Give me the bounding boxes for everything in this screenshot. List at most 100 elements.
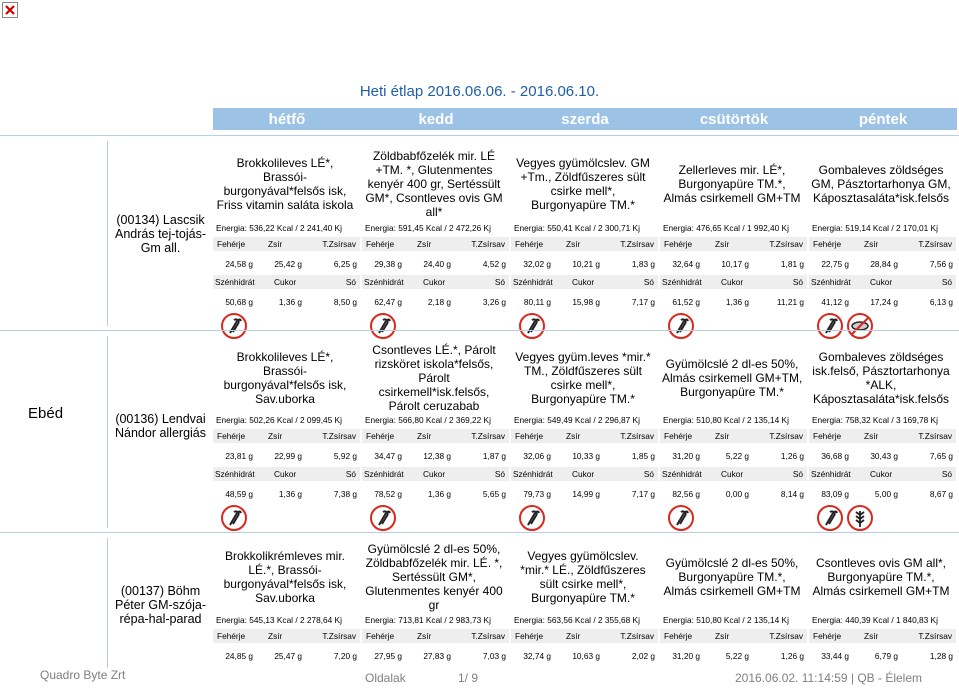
close-icon <box>5 5 15 15</box>
nutrient-label: T.Zsírsav <box>769 631 803 641</box>
nutrient-label: Cukor <box>274 277 297 287</box>
nutrient-value: 8,67 g <box>929 489 953 499</box>
dish-line: Almás csirkemell GM+TM <box>812 583 950 598</box>
section-divider <box>0 135 959 136</box>
energy-value: Energia: 440,39 Kcal / 1 840,83 Kj <box>812 615 938 625</box>
nutrient-header-bg <box>213 467 360 481</box>
menu-name-line: répa-hal-parad <box>119 612 202 626</box>
nutrient-label: Fehérje <box>664 431 693 441</box>
nutrient-header-bg <box>660 275 807 289</box>
energy-value: Energia: 563,56 Kcal / 2 355,68 Kj <box>514 615 640 625</box>
menu-name-line: András tej-tojás- <box>114 227 206 241</box>
nutrient-header-bg <box>809 237 956 251</box>
nutrient-value: 7,17 g <box>631 297 655 307</box>
nutrient-value: 1,26 g <box>780 451 804 461</box>
nutrient-value: 7,17 g <box>631 489 655 499</box>
nutrient-value: 7,38 g <box>333 489 357 499</box>
nutrient-value: 27,83 g <box>423 651 451 661</box>
nutrient-value: 3,26 g <box>482 297 506 307</box>
dish-line: Sertéssült GM*, <box>391 569 477 584</box>
dish-line: Gyümölcslé 2 dl-es 50%, <box>665 356 799 371</box>
nutrient-label: Só <box>792 277 803 287</box>
dish-description: Gombaleves zöldséges GM, Pásztortarhonya … <box>811 163 951 205</box>
nutrient-value: 5,22 g <box>725 651 749 661</box>
meal-label: Ebéd <box>28 405 64 422</box>
dish-line: *ALK, <box>865 377 897 392</box>
celery-icon <box>668 313 694 339</box>
nutrient-value: 15,98 g <box>572 297 600 307</box>
dish-line: Vegyes gyümölcslev. GM <box>516 156 650 170</box>
nutrient-label: Szénhidrát <box>662 469 702 479</box>
nutrient-header-bg <box>809 629 956 643</box>
celery-icon <box>221 505 247 531</box>
nutrient-value: 10,21 g <box>572 259 600 269</box>
dish-description: Zellerleves mir. LÉ*, Burgonyapüre TM.*, A… <box>662 163 802 205</box>
celery-icon <box>370 313 396 339</box>
menu-name-line: (00137) Böhm <box>120 584 201 598</box>
nutrient-label: Zsír <box>715 631 730 641</box>
nutrient-label: Fehérje <box>217 239 246 249</box>
nutrient-label: Fehérje <box>515 631 544 641</box>
nutrient-label: T.Zsírsav <box>471 631 505 641</box>
energy-value: Energia: 536,22 Kcal / 2 241,40 Kj <box>216 223 342 233</box>
nutrient-label: Cukor <box>870 277 893 287</box>
nutrient-value: 48,59 g <box>225 489 253 499</box>
nutrient-value: 78,52 g <box>374 489 402 499</box>
nutrient-label: Szénhidrát <box>811 277 851 287</box>
celery-icon <box>519 505 545 531</box>
nutrient-header-bg <box>660 629 807 643</box>
nutrient-label: T.Zsírsav <box>322 239 356 249</box>
energy-value: Energia: 545,13 Kcal / 2 278,64 Kj <box>216 615 342 625</box>
dish-line: Burgonyapüre TM.* <box>531 590 635 605</box>
nutrient-value: 12,38 g <box>423 451 451 461</box>
dish-line: Burgonyapüre TM.*, <box>678 177 786 191</box>
close-button[interactable] <box>2 2 18 18</box>
nutrient-value: 29,38 g <box>374 259 402 269</box>
nutrient-label: Cukor <box>423 277 446 287</box>
menu-name: (00137) Böhm Péter GM-szója-répa-hal-para… <box>108 584 213 626</box>
nutrient-value: 25,42 g <box>274 259 302 269</box>
energy-value: Energia: 758,32 Kcal / 3 169,78 Kj <box>812 415 938 425</box>
footer-brand: Quadro Byte Zrt <box>40 668 126 682</box>
dish-line: Gyümölcslé 2 dl-es 50%, <box>367 541 501 556</box>
dish-line: Párolt <box>418 370 450 385</box>
nutrient-header-bg <box>362 237 509 251</box>
nutrient-label: Cukor <box>572 469 595 479</box>
nutrient-label: Só <box>941 277 952 287</box>
nutrient-header-bg <box>809 467 956 481</box>
nutrient-label: Fehérje <box>515 431 544 441</box>
dish-description: Gyümölcslé 2 dl-es 50%, Burgonyapüre TM.*… <box>662 556 802 598</box>
dish-description: Vegyes gyümölcslev. GM +Tm., Zöldfűszeres… <box>513 156 653 212</box>
dish-description: Brokkolikrémleves mir. LÉ.*, Brassói-burg… <box>215 549 355 605</box>
dish-line: Burgonyapüre TM.* <box>531 198 635 212</box>
nutrient-label: T.Zsírsav <box>769 431 803 441</box>
nutrient-label: Cukor <box>870 469 893 479</box>
nutrient-value: 6,25 g <box>333 259 357 269</box>
dish-description: Csontleves LÉ.*, Párolt rizsköret iskola*… <box>364 343 504 413</box>
nutrient-label: Só <box>345 469 356 479</box>
nutrient-label: Só <box>643 469 654 479</box>
celery-icon <box>668 505 694 531</box>
dish-description: Brokkolileves LÉ*, Brassói-burgonyával*fe… <box>215 156 355 212</box>
nutrient-label: T.Zsírsav <box>769 239 803 249</box>
dish-description: Brokkolileves LÉ*, Brassói-burgonyával*fe… <box>215 350 355 406</box>
nutrient-header-bg <box>362 467 509 481</box>
menu-name-line: (00134) Lascsik <box>116 213 205 227</box>
nutrient-header-bg <box>660 237 807 251</box>
nutrient-value: 14,99 g <box>572 489 600 499</box>
nutrient-value: 1,36 g <box>278 297 302 307</box>
footer-page-label: Oldalak <box>365 671 406 685</box>
nutrient-value: 10,17 g <box>721 259 749 269</box>
nutrient-value: 5,00 g <box>874 489 898 499</box>
nutrient-value: 7,20 g <box>333 651 357 661</box>
dish-description: Vegyes gyümölcslev. *mir.* LÉ., Zöldfűsze… <box>513 549 653 605</box>
day-thursday: csütörtök <box>699 111 769 128</box>
nutrient-label: Szénhidrát <box>513 277 553 287</box>
dish-line: Káposztasaláta*isk.felsős <box>812 391 950 406</box>
dish-line: csirke mell*, <box>550 184 616 198</box>
nutrient-header-bg <box>362 429 509 443</box>
dish-line: Brassói- <box>262 363 307 378</box>
day-tuesday: kedd <box>418 111 454 128</box>
nutrient-label: Fehérje <box>813 631 842 641</box>
dish-description: Gyümölcslé 2 dl-es 50%, Zöldbabfőzelék mi… <box>364 542 504 612</box>
